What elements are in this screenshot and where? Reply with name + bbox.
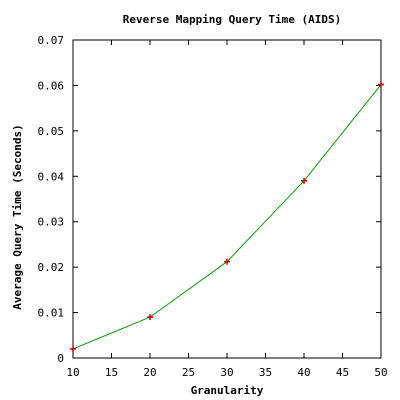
y-tick-label: 0.04: [38, 170, 65, 183]
y-tick-label: 0: [57, 352, 64, 365]
y-tick-label: 0.02: [38, 261, 65, 274]
y-tick-label: 0.01: [38, 307, 65, 320]
x-tick-label: 40: [297, 366, 310, 379]
series-line: [72, 84, 382, 350]
x-tick-labels: 10 15 20 25 30 35 40 45 50: [66, 366, 387, 379]
data-point: [70, 345, 76, 352]
plot-frame: [72, 39, 382, 359]
x-tick-label: 45: [336, 366, 349, 379]
x-tick-label: 15: [105, 366, 118, 379]
x-axis-label: Granularity: [191, 384, 264, 397]
y-tick-label: 0.05: [38, 125, 65, 138]
axis-ticks: [72, 39, 382, 359]
data-point: [378, 81, 384, 88]
chart-title: Reverse Mapping Query Time (AIDS): [123, 13, 342, 26]
y-tick-label: 0.06: [38, 79, 65, 92]
y-tick-label: 0.07: [38, 34, 65, 47]
x-tick-label: 50: [374, 366, 387, 379]
data-point: [224, 258, 230, 265]
y-tick-labels: 0 0.01 0.02 0.03 0.04 0.05 0.06 0.07: [38, 34, 65, 365]
y-axis-label: Average Query Time (Seconds): [11, 124, 24, 309]
x-tick-label: 25: [182, 366, 195, 379]
y-tick-label: 0.03: [38, 216, 65, 229]
x-tick-label: 30: [220, 366, 233, 379]
series-group: [70, 81, 384, 352]
x-tick-label: 10: [66, 366, 79, 379]
data-point: [147, 314, 153, 321]
x-tick-label: 20: [143, 366, 156, 379]
data-point: [301, 177, 307, 184]
x-tick-label: 35: [259, 366, 272, 379]
